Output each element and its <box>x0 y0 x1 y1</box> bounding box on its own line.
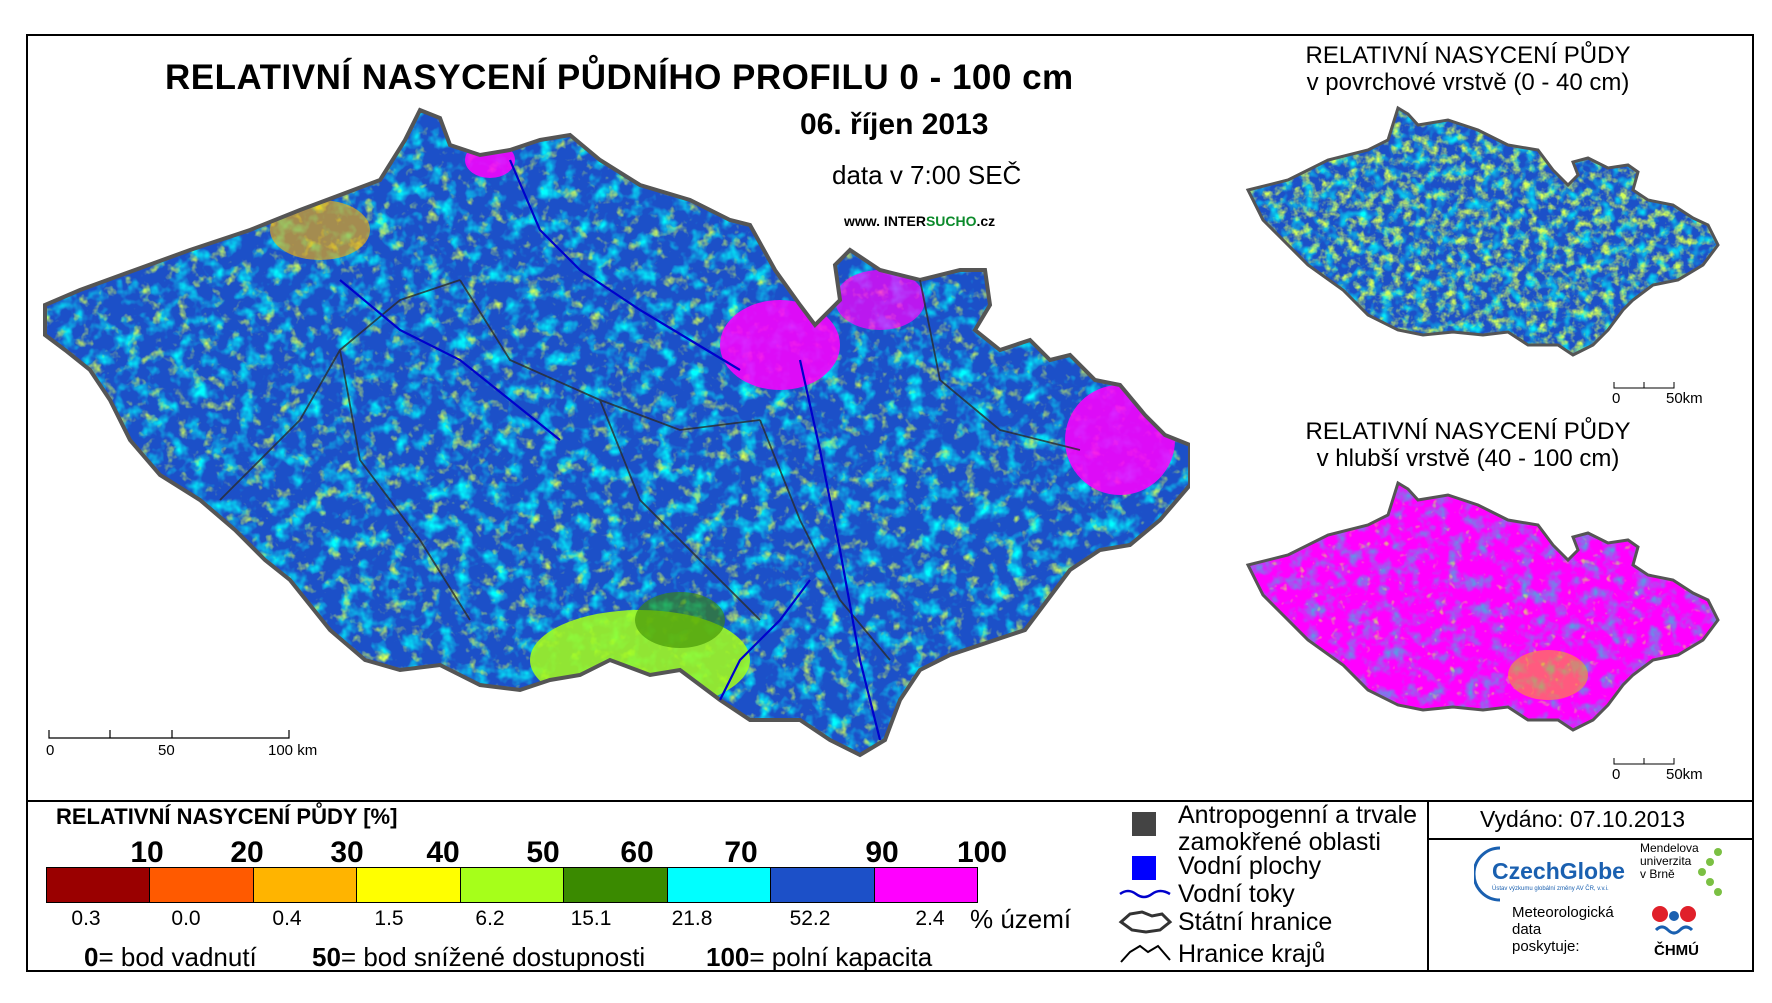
chmu-logo-icon <box>1652 906 1696 935</box>
issued-divider <box>1427 800 1429 972</box>
tick-label: 30 <box>330 836 364 869</box>
tick-label: 90 <box>865 836 899 869</box>
main-scale-50: 50 <box>158 742 175 759</box>
river-icon <box>1119 889 1171 899</box>
inset-top-scale-50: 50km <box>1666 390 1703 407</box>
website-link[interactable]: www. INTERSUCHO.cz <box>844 213 996 229</box>
state-border-label: Státní hranice <box>1178 908 1333 936</box>
tick-label: 100 <box>956 836 1008 869</box>
tick-label: 60 <box>620 836 654 869</box>
tick-label: 50 <box>526 836 560 869</box>
czechglobe-arc-icon <box>1474 846 1501 902</box>
class-share: 6.2 <box>475 907 505 930</box>
inset-bottom-scalebar <box>1613 758 1675 765</box>
legend-divider <box>26 800 1754 802</box>
class-share: 15.1 <box>570 907 612 930</box>
class-share: 0.0 <box>171 907 201 930</box>
mendel-dots-icon <box>1698 848 1722 896</box>
inset-bottom-scale-50: 50km <box>1666 766 1703 783</box>
data-time: data v 7:00 SEČ <box>832 160 1022 190</box>
color-scale-bar <box>46 867 978 903</box>
color-class-swatch <box>150 868 254 902</box>
map-date: 06. říjen 2013 <box>800 108 989 141</box>
rivers-label: Vodní toky <box>1178 880 1295 908</box>
explain-100: 100= polní kapacita <box>706 942 933 972</box>
water-areas-label: Vodní plochy <box>1178 852 1322 880</box>
color-class-swatch <box>47 868 151 902</box>
tick-label: 40 <box>426 836 460 869</box>
tick-label: 10 <box>130 836 164 869</box>
color-class-swatch <box>460 868 565 902</box>
class-share: 21.8 <box>671 907 713 930</box>
inset-top-map <box>1245 105 1720 357</box>
issued-date: Vydáno: 07.10.2013 <box>1480 806 1686 832</box>
main-scale-100: 100 km <box>268 742 318 759</box>
water-swatch <box>1132 856 1156 880</box>
mendel-logo-text: Mendelova univerzita v Brně <box>1640 841 1699 881</box>
inset-top-scalebar <box>1613 382 1675 389</box>
class-share: 0.3 <box>71 907 101 930</box>
color-class-swatch <box>874 868 977 902</box>
tick-label: 70 <box>724 836 758 869</box>
state-border-icon <box>1118 910 1173 934</box>
czechglobe-logo: CzechGlobe <box>1492 858 1625 884</box>
inset-bottom-map <box>1245 480 1720 732</box>
class-share: 0.4 <box>272 907 302 930</box>
tick-label: 20 <box>230 836 264 869</box>
region-border-icon <box>1120 944 1171 963</box>
main-map <box>43 107 1190 758</box>
legend-title: RELATIVNÍ NASYCENÍ PŮDY [%] <box>56 804 398 829</box>
inset-top-title: RELATIVNÍ NASYCENÍ PŮDY v povrchové vrstv… <box>1305 42 1631 96</box>
region-border-label: Hranice krajů <box>1178 940 1326 968</box>
chmu-logo: ČHMÚ <box>1654 942 1699 959</box>
main-scalebar <box>48 730 290 739</box>
color-class-swatch <box>357 868 461 902</box>
anthro-label: Antropogenní a trvale zamokřené oblasti <box>1178 801 1418 856</box>
czechglobe-subtitle: Ústav výzkumu globální změny AV ČR, v.v.… <box>1492 886 1609 892</box>
color-class-swatch <box>771 868 875 902</box>
anthro-swatch <box>1132 812 1156 836</box>
share-unit-label: % území <box>970 904 1072 934</box>
inset-bottom-scale-0: 0 <box>1612 766 1621 783</box>
logo-divider <box>1427 838 1754 840</box>
explain-50: 50= bod snížené dostupnosti <box>312 942 646 972</box>
main-scale-0: 0 <box>46 742 55 759</box>
class-share: 52.2 <box>789 907 831 930</box>
color-class-swatch <box>253 868 358 902</box>
data-provider-label: Meteorologická data poskytuje: <box>1512 904 1614 955</box>
inset-bottom-title: RELATIVNÍ NASYCENÍ PŮDY v hlubší vrstvě (… <box>1305 418 1631 472</box>
inset-top-scale-0: 0 <box>1612 390 1621 407</box>
color-class-swatch <box>667 868 772 902</box>
map-title: RELATIVNÍ NASYCENÍ PŮDNÍHO PROFILU 0 - 1… <box>165 58 1074 97</box>
color-class-swatch <box>564 868 668 902</box>
class-share: 2.4 <box>915 907 945 930</box>
class-share: 1.5 <box>374 907 404 930</box>
explain-0: 0= bod vadnutí <box>84 942 257 972</box>
